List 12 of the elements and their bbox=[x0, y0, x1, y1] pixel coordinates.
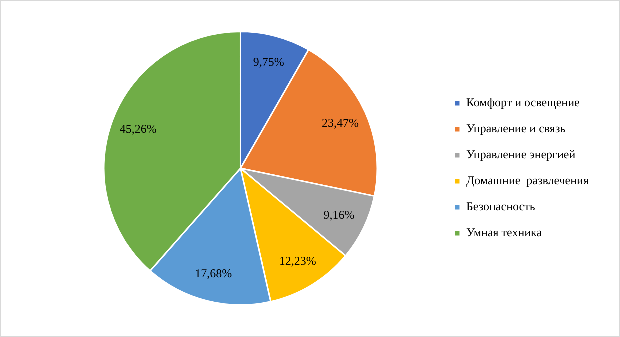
legend-label: Домашние развлечения bbox=[466, 174, 590, 188]
legend-label: Управление энергией bbox=[466, 148, 576, 162]
data-label: 12,23% bbox=[279, 254, 316, 268]
legend-label: Управление и связь bbox=[466, 122, 566, 136]
data-label: 45,26% bbox=[120, 122, 157, 136]
data-label: 9,75% bbox=[253, 54, 284, 69]
data-label: 23,47% bbox=[322, 116, 360, 130]
data-label: 9,16% bbox=[324, 208, 355, 222]
legend-label: Умная техника bbox=[466, 226, 543, 240]
data-label: 17,68% bbox=[195, 266, 232, 281]
legend-label: Комфорт и освещение bbox=[466, 96, 580, 110]
legend-label: Безопасность bbox=[466, 200, 536, 214]
